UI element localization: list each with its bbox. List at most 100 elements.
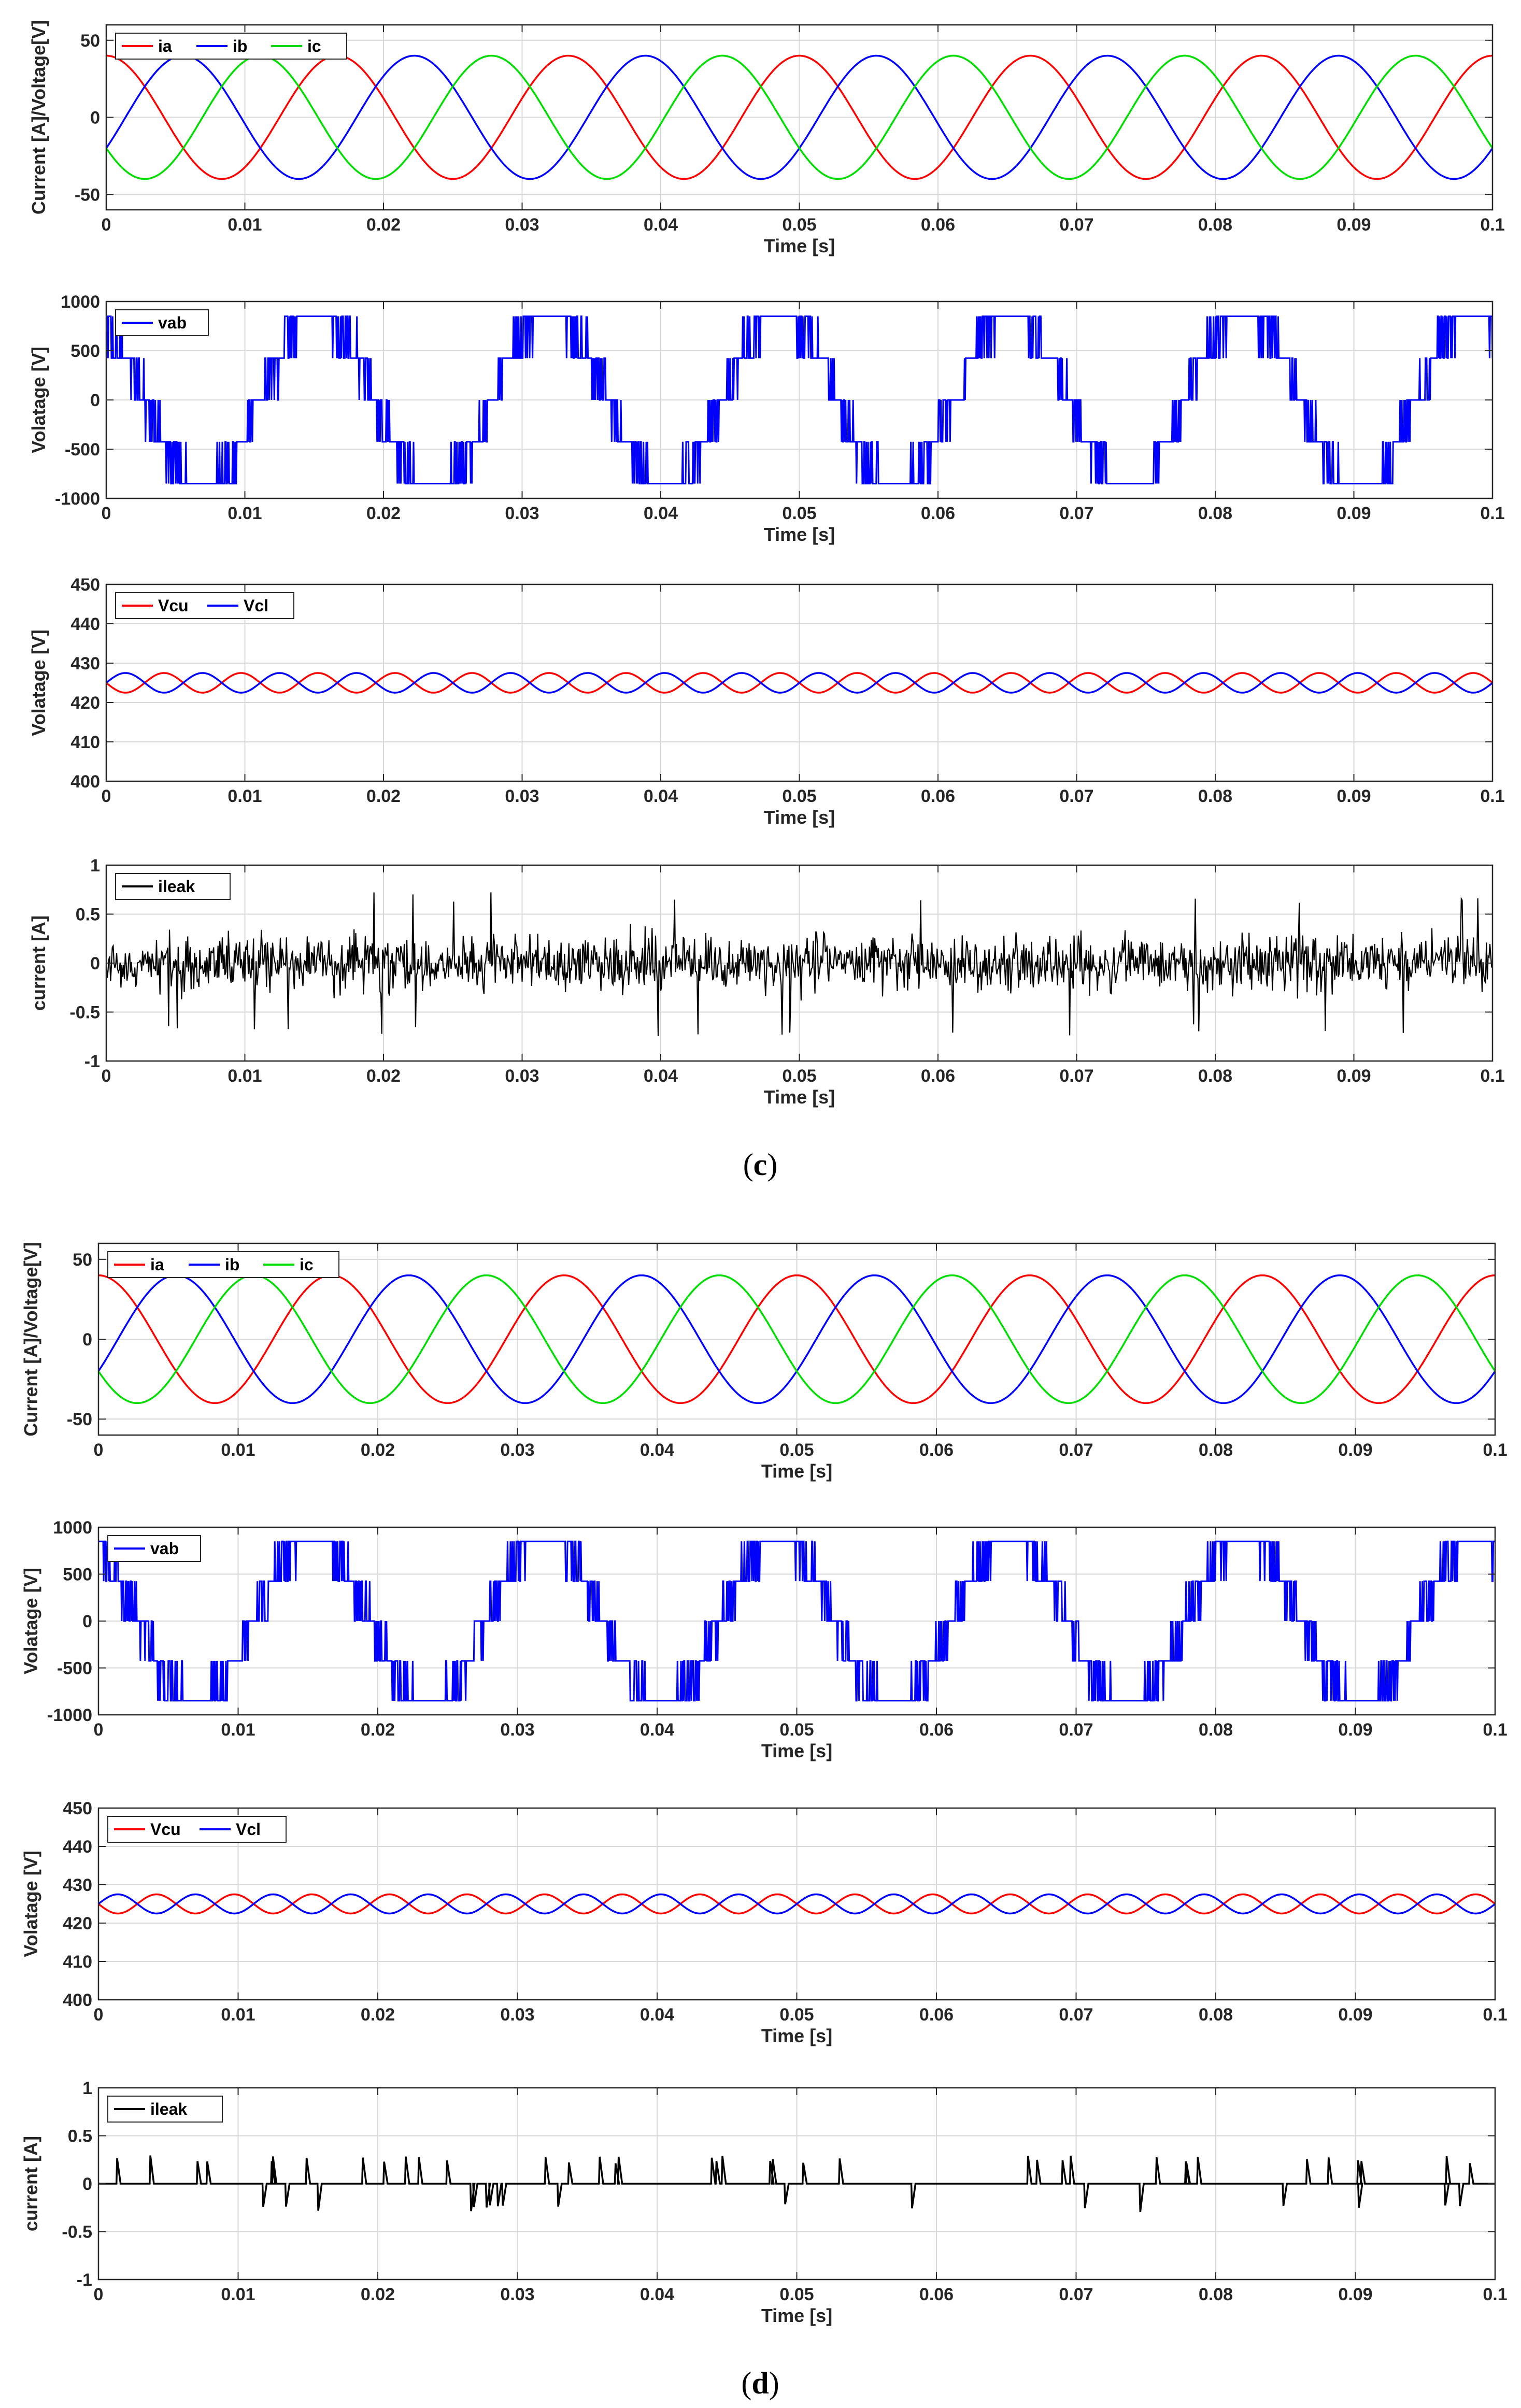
- y-tick-label: 400: [63, 1990, 92, 2010]
- x-tick-label: 0.02: [366, 215, 401, 235]
- x-tick-label: 0.06: [921, 786, 955, 806]
- x-tick-label: 0.06: [921, 215, 955, 235]
- x-tick-label: 0.08: [1198, 786, 1232, 806]
- x-tick-label: 0.07: [1059, 1720, 1093, 1740]
- y-axis-label: Current [A]/Voltage[V]: [20, 1242, 41, 1436]
- legend: ileak: [107, 2096, 223, 2123]
- y-axis-label: Volatage [V]: [28, 347, 49, 453]
- x-tick-label: 0.01: [228, 1066, 262, 1086]
- y-tick-label: 420: [70, 693, 100, 713]
- x-tick-label: 0.03: [500, 2285, 534, 2304]
- y-tick-label: 400: [70, 772, 100, 792]
- y-tick-label: 1: [82, 2079, 92, 2098]
- series-line-vab: [106, 316, 1492, 484]
- x-tick-label: 0.02: [366, 786, 401, 806]
- x-tick-label: 0.1: [1483, 2005, 1507, 2025]
- x-tick-label: 0.09: [1337, 504, 1371, 523]
- x-tick-label: 0: [94, 1720, 104, 1740]
- x-tick-label: 0.06: [921, 504, 955, 523]
- x-tick-label: 0.07: [1059, 2005, 1093, 2025]
- x-tick-label: 0.08: [1198, 1066, 1232, 1086]
- y-tick-label: -50: [75, 185, 100, 205]
- legend: Vcu Vcl: [115, 592, 294, 619]
- x-tick-label: 0.1: [1480, 786, 1504, 806]
- x-tick-label: 0.05: [779, 1720, 814, 1740]
- x-tick-label: 0.01: [228, 504, 262, 523]
- series-line-vab: [98, 1540, 1495, 1702]
- x-tick-label: 0.05: [782, 1066, 816, 1086]
- x-tick-label: 0: [94, 2005, 104, 2025]
- y-tick-label: 0: [82, 2174, 92, 2194]
- x-tick-label: 0.02: [366, 504, 401, 523]
- legend: vab: [115, 309, 209, 336]
- y-tick-label: -500: [65, 440, 100, 460]
- y-axis-label: Current [A]/Voltage[V]: [28, 20, 49, 214]
- x-tick-label: 0: [102, 1066, 111, 1086]
- x-tick-label: 0.06: [919, 1720, 954, 1740]
- legend-box: [115, 33, 347, 60]
- y-tick-label: 500: [63, 1565, 92, 1585]
- legend-label-Vcu: Vcu: [150, 1820, 181, 1839]
- x-tick-label: 0.01: [221, 2005, 255, 2025]
- x-tick-label: 0.02: [361, 1720, 395, 1740]
- x-tick-label: 0.09: [1338, 1440, 1372, 1460]
- x-tick-label: 0.1: [1480, 215, 1504, 235]
- x-tick-label: 0.1: [1480, 1066, 1504, 1086]
- x-tick-label: 0: [102, 504, 111, 523]
- y-tick-label: -0.5: [69, 1003, 100, 1023]
- x-tick-label: 0.03: [500, 1440, 534, 1460]
- x-tick-label: 0.07: [1059, 1440, 1093, 1460]
- legend-label-Vcl: Vcl: [244, 596, 268, 615]
- y-tick-label: -1000: [55, 489, 100, 509]
- y-axis-label: current [A]: [28, 915, 49, 1011]
- y-tick-label: 410: [70, 733, 100, 752]
- x-tick-label: 0.03: [500, 2005, 534, 2025]
- x-tick-label: 0.06: [919, 2285, 954, 2304]
- x-axis-label: Time [s]: [764, 524, 835, 545]
- x-tick-label: 0.01: [228, 215, 262, 235]
- y-tick-label: 430: [70, 654, 100, 673]
- legend-box: [115, 592, 294, 619]
- x-tick-label: 0.05: [779, 2005, 814, 2025]
- series-line-ileak: [106, 892, 1492, 1037]
- x-tick-label: 0.07: [1059, 215, 1093, 235]
- x-tick-label: 0.02: [361, 2005, 395, 2025]
- x-tick-label: 0.05: [782, 786, 816, 806]
- legend-label-ic: ic: [300, 1255, 314, 1274]
- x-tick-label: 0.03: [505, 786, 539, 806]
- x-tick-label: 0.07: [1059, 1066, 1093, 1086]
- y-tick-label: 500: [70, 341, 100, 361]
- y-tick-label: 440: [70, 614, 100, 634]
- y-tick-label: -500: [57, 1659, 92, 1679]
- legend: ileak: [115, 873, 231, 900]
- y-tick-label: 50: [80, 31, 100, 51]
- x-tick-label: 0.05: [779, 2285, 814, 2304]
- x-tick-label: 0: [102, 786, 111, 806]
- x-tick-label: 0.08: [1199, 2005, 1233, 2025]
- chart-c-2: 0 0.01 0.02 0.03 0.04 0.05 0.06 0.07 0.08 0.09 0.1…: [28, 292, 1505, 545]
- x-tick-label: 0.01: [221, 2285, 255, 2304]
- charts-container: 0 0.01 0.02 0.03 0.04 0.05 0.06 0.07 0.08 0.09 0.1…: [20, 20, 1508, 2326]
- x-tick-label: 0.09: [1337, 215, 1371, 235]
- y-tick-label: 450: [70, 575, 100, 595]
- panel-label-d: (d): [741, 2366, 779, 2400]
- series-line-ic: [106, 54, 1492, 180]
- x-tick-label: 0.06: [919, 1440, 954, 1460]
- y-tick-label: 440: [63, 1837, 92, 1857]
- legend-label-ia: ia: [150, 1255, 164, 1274]
- y-tick-label: 0: [90, 954, 100, 973]
- legend-label-ib: ib: [225, 1255, 239, 1274]
- legend-label-ileak: ileak: [158, 877, 195, 896]
- x-tick-label: 0.05: [779, 1440, 814, 1460]
- x-tick-label: 0.07: [1059, 786, 1093, 806]
- x-tick-label: 0.04: [640, 1440, 674, 1460]
- x-tick-label: 0.03: [500, 1720, 534, 1740]
- y-tick-label: -0.5: [62, 2223, 92, 2242]
- x-tick-label: 0.04: [640, 2005, 674, 2025]
- y-tick-label: 420: [63, 1914, 92, 1933]
- x-axis-label: Time [s]: [764, 1086, 835, 1108]
- y-tick-label: 0: [90, 391, 100, 410]
- x-axis-label: Time [s]: [761, 1740, 832, 1761]
- y-tick-label: -1000: [47, 1705, 92, 1725]
